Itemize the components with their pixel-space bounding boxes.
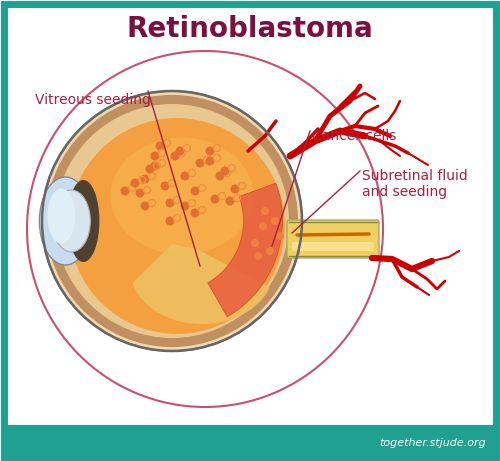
Circle shape [259,222,267,230]
Circle shape [166,217,174,225]
Text: Cancer cells: Cancer cells [312,129,396,143]
Circle shape [130,178,140,188]
Circle shape [180,201,190,211]
Circle shape [160,182,170,190]
Circle shape [271,217,279,225]
Circle shape [176,147,184,155]
Circle shape [150,161,160,171]
Polygon shape [208,183,282,317]
Circle shape [266,247,274,255]
Circle shape [206,147,214,155]
FancyBboxPatch shape [287,220,379,258]
Text: Vitreous seeding: Vitreous seeding [35,93,151,107]
Circle shape [276,232,284,240]
Circle shape [220,166,230,176]
Polygon shape [132,244,270,324]
Circle shape [136,189,144,197]
Circle shape [140,175,149,183]
Circle shape [140,201,149,211]
Circle shape [170,152,179,160]
FancyBboxPatch shape [4,425,496,457]
Circle shape [230,184,239,194]
Ellipse shape [68,180,100,262]
Circle shape [261,207,269,215]
Circle shape [196,159,204,167]
Ellipse shape [52,190,90,252]
Circle shape [146,165,154,173]
Circle shape [190,208,200,218]
Circle shape [180,171,190,181]
Text: Subretinal fluid
and seeding: Subretinal fluid and seeding [362,169,468,199]
Ellipse shape [48,189,76,243]
Ellipse shape [110,137,254,254]
Circle shape [69,118,285,334]
Circle shape [166,199,174,207]
Circle shape [120,187,130,195]
Circle shape [156,142,164,150]
Circle shape [42,91,302,351]
Circle shape [216,171,224,181]
Circle shape [46,95,298,347]
Circle shape [206,156,214,165]
Circle shape [190,187,200,195]
Circle shape [251,239,259,247]
Circle shape [55,104,289,338]
Circle shape [226,196,234,206]
Text: Retinoblastoma: Retinoblastoma [126,15,374,43]
Ellipse shape [40,177,92,265]
Circle shape [150,152,160,160]
FancyBboxPatch shape [292,242,374,251]
Circle shape [254,252,262,260]
Text: together.stjude.org: together.stjude.org [380,438,486,448]
Circle shape [210,195,220,203]
